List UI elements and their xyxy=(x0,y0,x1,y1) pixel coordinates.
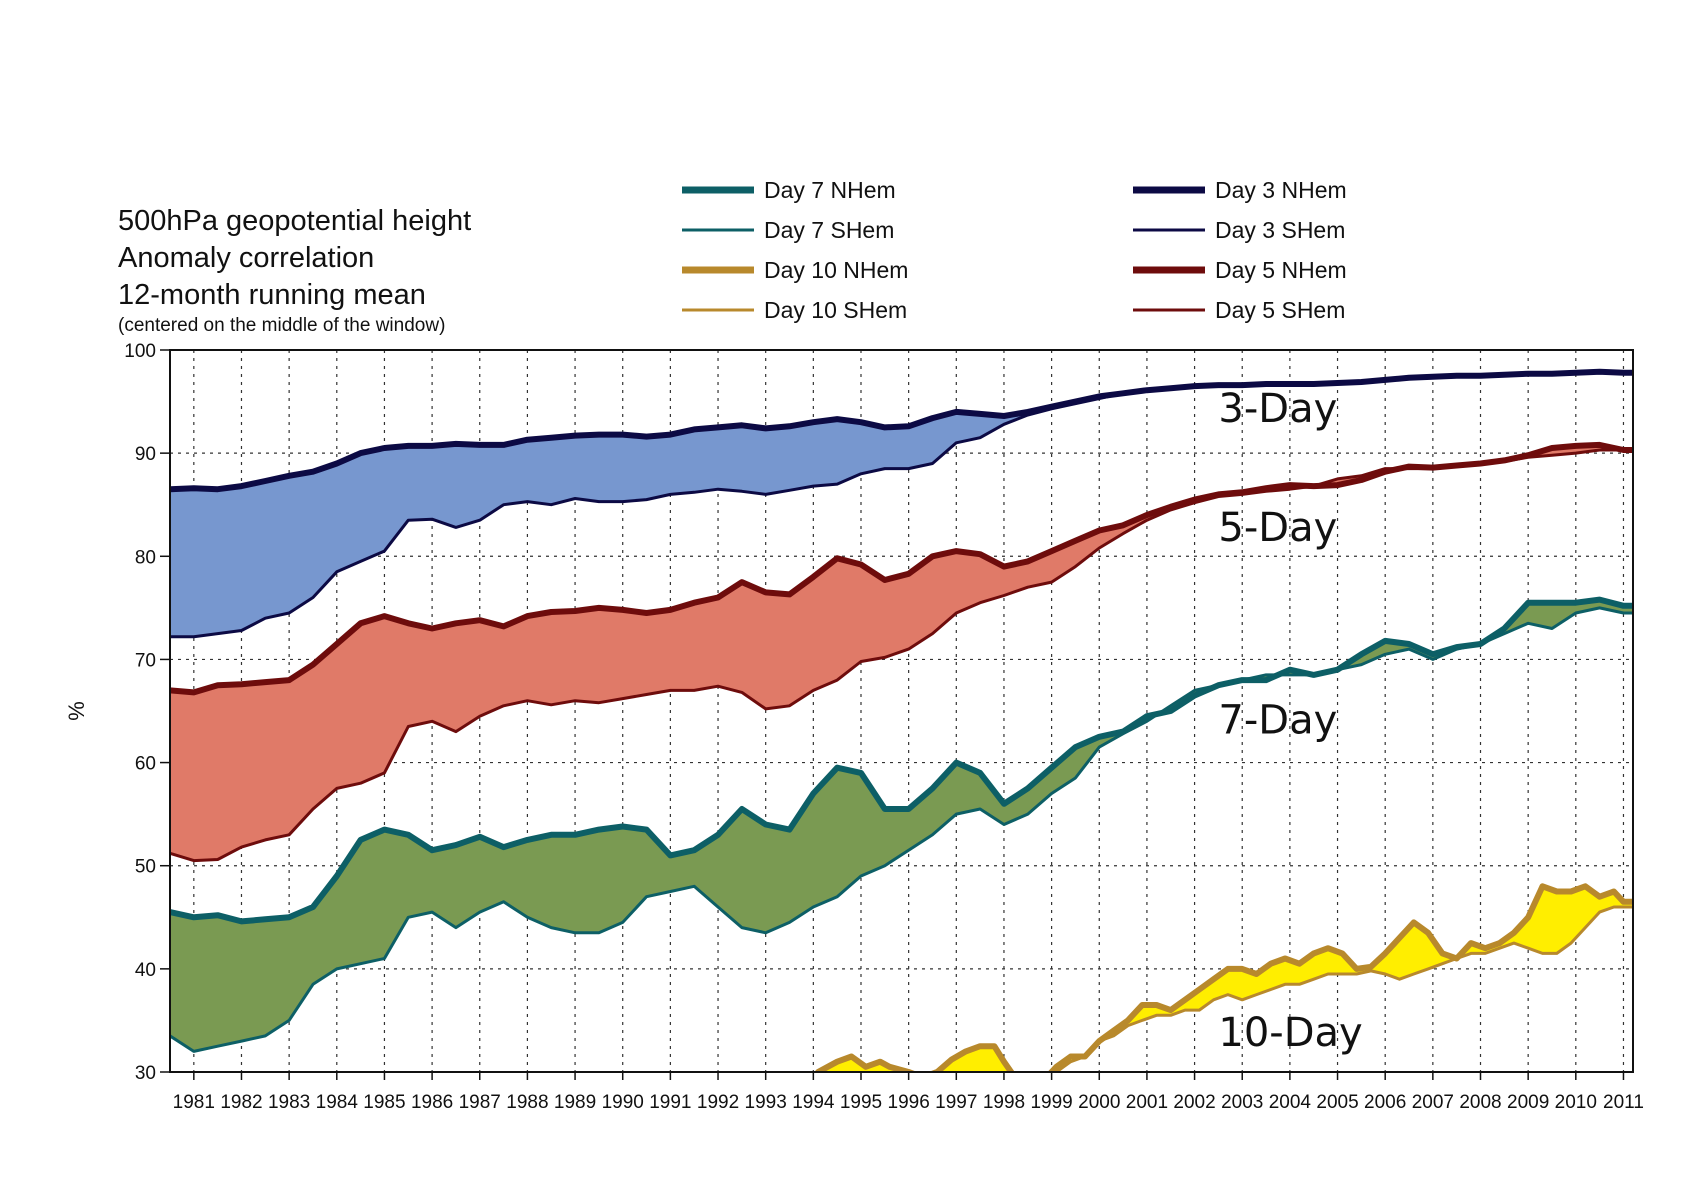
band-labels: 3-Day 5-Day 7-Day 10-Day xyxy=(1218,386,1362,1056)
x-tick-label: 1994 xyxy=(792,1092,835,1113)
chart-title: 500hPa geopotential height Anomaly corre… xyxy=(118,205,471,336)
series-line-day-7-nhem xyxy=(170,596,1633,925)
series-line-day-5-shem xyxy=(170,448,1633,863)
legend-label: Day 7 SHem xyxy=(764,217,894,243)
x-tick-label: 2006 xyxy=(1364,1092,1406,1113)
series-line-day-3-shem xyxy=(170,370,1633,639)
legend-label: Day 5 NHem xyxy=(1215,257,1347,283)
bands xyxy=(170,371,1633,1072)
plot-frame xyxy=(169,349,1634,1073)
title-line-1: 500hPa geopotential height xyxy=(118,205,471,237)
x-tick-label: 1988 xyxy=(506,1092,548,1113)
x-tick-label: 1983 xyxy=(268,1092,310,1113)
title-line-2: Anomaly correlation xyxy=(118,242,374,274)
band-label: 10-Day xyxy=(1218,1010,1362,1056)
legend-label: Day 7 NHem xyxy=(764,177,896,203)
x-tick-label: 1995 xyxy=(840,1092,882,1113)
x-tick-label: 1987 xyxy=(459,1092,501,1113)
y-tick-label: 40 xyxy=(135,960,156,981)
x-tick-label: 2009 xyxy=(1507,1092,1549,1113)
series-lines xyxy=(170,368,1633,1072)
x-tick-label: 1992 xyxy=(697,1092,739,1113)
x-tick-label: 1993 xyxy=(745,1092,787,1113)
x-tick-label: 1989 xyxy=(554,1092,596,1113)
legend-label: Day 3 SHem xyxy=(1215,217,1345,243)
x-tick-label: 1996 xyxy=(888,1092,930,1113)
x-tick-label: 2010 xyxy=(1555,1092,1597,1113)
legend-label: Day 3 NHem xyxy=(1215,177,1347,203)
x-tick-label: 2011 xyxy=(1603,1092,1644,1113)
x-tick-label: 2004 xyxy=(1269,1092,1312,1113)
x-tick-label: 1986 xyxy=(411,1092,453,1113)
band-label: 7-Day xyxy=(1218,698,1337,744)
x-tick-label: 2002 xyxy=(1173,1092,1215,1113)
x-tick-label: 1997 xyxy=(935,1092,977,1113)
x-tick-label: 2003 xyxy=(1221,1092,1263,1113)
series-line-day-10-nhem xyxy=(815,883,1633,1072)
x-tick-label: 1998 xyxy=(983,1092,1025,1113)
y-tick-label: 50 xyxy=(135,857,156,878)
legend-label: Day 10 NHem xyxy=(764,257,908,283)
day3-band-fill xyxy=(170,371,1633,637)
y-tick-label: 60 xyxy=(135,754,156,775)
series-line-day-7-shem xyxy=(170,606,1633,1053)
x-tick-label: 1985 xyxy=(363,1092,405,1113)
y-tick-label: 90 xyxy=(135,444,156,465)
day10-band-fill xyxy=(818,886,1633,1072)
x-tick-label: 1984 xyxy=(316,1092,359,1113)
day7-band-fill xyxy=(170,599,1633,1052)
legend-label: Day 10 SHem xyxy=(764,297,907,323)
y-axis: 30 40 50 60 70 80 90 100 xyxy=(124,341,170,1084)
x-tick-label: 1981 xyxy=(173,1092,215,1113)
x-tick-label: 2008 xyxy=(1459,1092,1501,1113)
x-tick-label: 2000 xyxy=(1078,1092,1120,1113)
y-tick-label: 70 xyxy=(135,650,156,671)
y-tick-label: 80 xyxy=(135,547,156,568)
band-label: 3-Day xyxy=(1218,386,1337,432)
title-line-4: (centered on the middle of the window) xyxy=(118,315,445,336)
legend: Day 7 NHem Day 7 SHem Day 10 NHem Day 10 SH… xyxy=(682,177,1347,323)
band-label: 5-Day xyxy=(1218,505,1337,551)
x-tick-label: 1991 xyxy=(649,1092,691,1113)
legend-label: Day 5 SHem xyxy=(1215,297,1345,323)
y-axis-label: % xyxy=(64,701,89,721)
title-line-3: 12-month running mean xyxy=(118,279,426,311)
x-tick-label: 2005 xyxy=(1316,1092,1358,1113)
day5-band-fill xyxy=(170,444,1633,861)
x-tick-label: 1982 xyxy=(220,1092,262,1113)
y-tick-label: 30 xyxy=(135,1063,156,1084)
series-line-day-10-shem xyxy=(1054,905,1633,1072)
x-tick-label: 2001 xyxy=(1126,1092,1168,1113)
x-tick-label: 1999 xyxy=(1030,1092,1072,1113)
x-axis: 1981 1982 1983 1984 1985 1986 1987 1988 1989 1990… xyxy=(173,1072,1644,1113)
x-tick-label: 2007 xyxy=(1412,1092,1454,1113)
x-tick-label: 1990 xyxy=(602,1092,644,1113)
y-tick-label: 100 xyxy=(124,341,156,362)
